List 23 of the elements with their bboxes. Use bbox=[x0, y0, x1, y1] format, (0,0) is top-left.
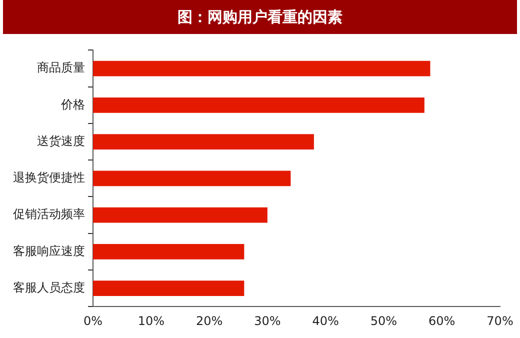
x-tick-label: 10% bbox=[138, 314, 164, 328]
x-tick-label: 70% bbox=[486, 314, 514, 328]
bar bbox=[93, 280, 244, 296]
bar bbox=[93, 207, 268, 223]
bar bbox=[93, 60, 430, 76]
y-tick-label: 商品质量 bbox=[37, 60, 85, 75]
x-tick-label: 0% bbox=[83, 314, 103, 328]
bar bbox=[93, 134, 314, 150]
x-tick-label: 50% bbox=[370, 314, 398, 328]
bar bbox=[93, 97, 424, 113]
y-tick-label: 客服人员态度 bbox=[13, 280, 85, 294]
y-tick-label: 促销活动频率 bbox=[13, 207, 85, 222]
chart-title: 图：网购用户看重的因素 bbox=[3, 0, 517, 34]
x-tick-label: 40% bbox=[312, 314, 339, 328]
y-tick-label: 送货速度 bbox=[37, 134, 85, 148]
bar bbox=[93, 170, 291, 186]
y-tick-label: 客服响应速度 bbox=[13, 244, 85, 258]
y-tick-label: 退换货便捷性 bbox=[13, 170, 85, 185]
x-tick-label: 60% bbox=[428, 314, 456, 328]
y-tick-label: 价格 bbox=[60, 97, 85, 112]
x-tick-label: 30% bbox=[254, 314, 281, 328]
bar bbox=[93, 244, 244, 260]
x-tick-label: 20% bbox=[196, 314, 223, 328]
